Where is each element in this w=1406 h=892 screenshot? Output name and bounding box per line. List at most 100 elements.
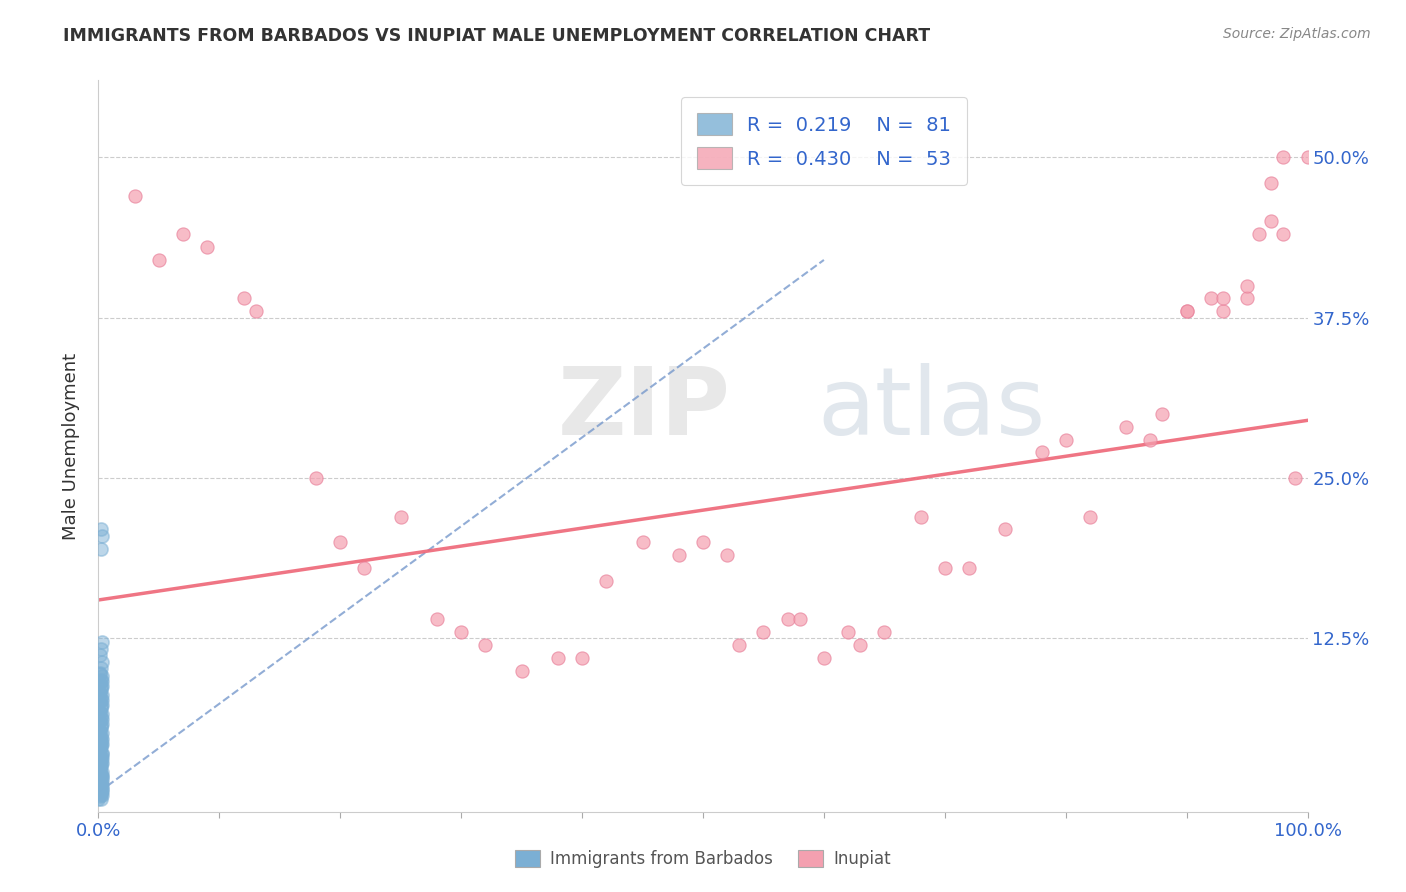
- Text: atlas: atlas: [818, 363, 1046, 456]
- Point: [90, 787, 112, 801]
- Point: [89, 694, 111, 708]
- Point: [90, 673, 112, 687]
- Point: [89, 752, 111, 766]
- Point: [90, 767, 112, 781]
- Point: [90, 776, 112, 790]
- Point: [90, 711, 112, 725]
- Point: [90, 749, 112, 764]
- Point: [1199, 292, 1222, 306]
- Point: [91, 756, 114, 770]
- Point: [91, 779, 114, 793]
- Point: [89, 714, 111, 728]
- Point: [910, 509, 932, 524]
- Legend: Immigrants from Barbados, Inupiat: Immigrants from Barbados, Inupiat: [509, 843, 897, 875]
- Point: [89, 705, 111, 719]
- Point: [90, 661, 112, 675]
- Point: [90, 681, 112, 696]
- Point: [91, 712, 114, 726]
- Point: [90, 731, 112, 745]
- Y-axis label: Male Unemployment: Male Unemployment: [62, 352, 80, 540]
- Point: [90, 691, 112, 706]
- Point: [1175, 304, 1198, 318]
- Legend: R =  0.219    N =  81, R =  0.430    N =  53: R = 0.219 N = 81, R = 0.430 N = 53: [681, 97, 967, 185]
- Point: [195, 240, 218, 254]
- Point: [1296, 150, 1319, 164]
- Point: [90, 641, 112, 656]
- Point: [89, 772, 111, 787]
- Point: [89, 780, 111, 795]
- Point: [1115, 419, 1137, 434]
- Point: [91, 731, 114, 746]
- Point: [1260, 176, 1282, 190]
- Point: [91, 746, 114, 760]
- Point: [1212, 304, 1234, 318]
- Point: [89, 648, 111, 662]
- Point: [91, 717, 114, 731]
- Point: [89, 685, 111, 699]
- Point: [571, 650, 593, 665]
- Point: [91, 679, 114, 693]
- Point: [89, 706, 111, 720]
- Point: [91, 655, 114, 669]
- Point: [1236, 292, 1258, 306]
- Point: [90, 734, 112, 748]
- Point: [776, 612, 799, 626]
- Point: [1031, 445, 1053, 459]
- Point: [450, 625, 472, 640]
- Point: [1284, 471, 1306, 485]
- Point: [329, 535, 352, 549]
- Point: [91, 737, 114, 751]
- Point: [87, 792, 110, 806]
- Point: [91, 698, 114, 713]
- Point: [91, 673, 114, 688]
- Point: [91, 773, 114, 788]
- Point: [172, 227, 194, 242]
- Point: [89, 675, 111, 690]
- Point: [91, 764, 114, 779]
- Point: [89, 761, 111, 775]
- Point: [232, 292, 254, 306]
- Point: [789, 612, 811, 626]
- Point: [389, 509, 412, 524]
- Point: [1272, 227, 1295, 242]
- Point: [474, 638, 496, 652]
- Point: [90, 785, 112, 799]
- Point: [90, 778, 112, 792]
- Point: [89, 743, 111, 757]
- Point: [849, 638, 872, 652]
- Point: [91, 707, 114, 722]
- Point: [813, 650, 835, 665]
- Point: [90, 739, 112, 754]
- Point: [89, 740, 111, 755]
- Point: [957, 561, 980, 575]
- Point: [89, 760, 111, 774]
- Point: [668, 548, 690, 562]
- Point: [90, 775, 112, 789]
- Point: [89, 732, 111, 747]
- Point: [245, 304, 267, 318]
- Point: [716, 548, 738, 562]
- Point: [91, 693, 114, 707]
- Point: [752, 625, 775, 640]
- Point: [89, 766, 111, 780]
- Point: [305, 471, 328, 485]
- Point: [90, 757, 112, 772]
- Point: [1054, 433, 1077, 447]
- Point: [91, 688, 114, 702]
- Point: [124, 188, 146, 202]
- Point: [1139, 433, 1161, 447]
- Point: [1152, 407, 1174, 421]
- Point: [89, 667, 111, 681]
- Point: [1260, 214, 1282, 228]
- Point: [90, 719, 112, 733]
- Point: [91, 770, 114, 784]
- Point: [994, 523, 1017, 537]
- Point: [89, 744, 111, 758]
- Point: [837, 625, 859, 640]
- Point: [510, 664, 533, 678]
- Point: [595, 574, 617, 588]
- Point: [873, 625, 896, 640]
- Point: [89, 783, 111, 797]
- Point: [89, 666, 111, 681]
- Text: Source: ZipAtlas.com: Source: ZipAtlas.com: [1223, 27, 1371, 41]
